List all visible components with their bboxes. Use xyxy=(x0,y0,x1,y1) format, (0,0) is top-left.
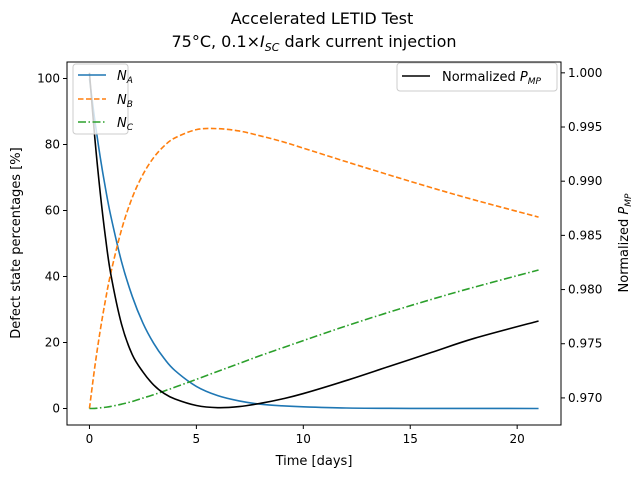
x-axis-label: Time [days] xyxy=(275,454,353,469)
y-tick-label-left: 60 xyxy=(45,204,60,218)
y-tick-label-right: 1.000 xyxy=(568,66,602,80)
y-axis-label-left: Defect state percentages [%] xyxy=(9,147,24,338)
y-tick-label-left: 100 xyxy=(37,72,60,86)
y-tick-label-right: 0.970 xyxy=(568,391,602,405)
legend-label-pmp: Normalized PMP xyxy=(442,70,541,87)
plot-area xyxy=(88,72,539,410)
axes-frame xyxy=(66,61,562,426)
axis-ticks: 0 5 10 15 20 0 20 40 60 80 100 0.970 0.975 0.980 0.985… xyxy=(37,66,602,446)
y-tick-label-right: 0.985 xyxy=(568,228,602,242)
y-tick-label-right: 0.990 xyxy=(568,174,602,188)
legend-label-na: NA xyxy=(117,69,133,86)
x-tick-label: 10 xyxy=(296,432,311,446)
legend-right: Normalized PMP xyxy=(396,62,558,92)
series-line-n-b xyxy=(88,127,539,409)
x-tick-label: 20 xyxy=(510,432,525,446)
chart-title-line1: Accelerated LETID Test xyxy=(231,9,414,28)
x-tick-label: 15 xyxy=(403,432,418,446)
y-tick-label-left: 40 xyxy=(45,270,60,284)
series-line-n-c xyxy=(89,269,539,410)
x-tick-label: 5 xyxy=(193,432,201,446)
y-tick-label-left: 80 xyxy=(45,138,60,152)
y-tick-label-left: 0 xyxy=(52,402,60,416)
series-line-normalized-p-mp xyxy=(88,72,539,409)
legend-left: NA NB NC xyxy=(72,63,134,135)
x-tick-label: 0 xyxy=(86,432,94,446)
series-line-n-a xyxy=(88,78,539,410)
legend-label-nb: NB xyxy=(117,93,133,110)
chart-title-line2: 75°C, 0.1×ISC dark current injection xyxy=(171,32,456,54)
y-tick-label-right: 0.975 xyxy=(568,337,602,351)
y-axis-label-right: Normalized PMP xyxy=(617,193,634,292)
y-tick-label-left: 20 xyxy=(45,336,60,350)
y-tick-label-right: 0.995 xyxy=(568,120,602,134)
legend-label-nc: NC xyxy=(117,116,134,133)
y-tick-label-right: 0.980 xyxy=(568,283,602,297)
